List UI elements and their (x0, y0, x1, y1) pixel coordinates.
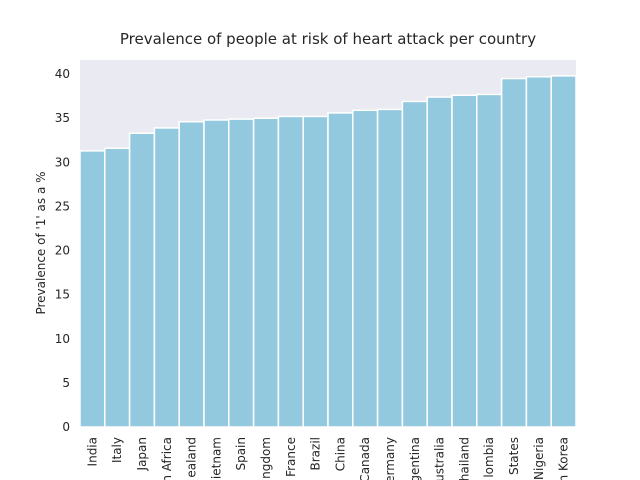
x-tick-label: China (333, 437, 347, 471)
bar (376, 108, 404, 428)
x-tick-label: ermany (383, 437, 397, 480)
x-tick-label: States (507, 437, 521, 475)
x-tick-label: ngdom (259, 437, 273, 479)
bar (476, 93, 503, 428)
bar (500, 77, 528, 428)
x-tick-label: India (85, 437, 99, 466)
y-tick-label: 40 (55, 67, 70, 81)
bar (451, 94, 478, 428)
chart-title: Prevalence of people at risk of heart at… (120, 30, 536, 48)
y-tick-label: 20 (55, 244, 70, 258)
bar (153, 127, 180, 428)
x-tick-label: Italy (110, 437, 124, 463)
bar (327, 112, 354, 428)
y-tick-label: 30 (55, 155, 70, 169)
bar (302, 115, 329, 428)
bar (277, 115, 304, 428)
bar (352, 109, 379, 428)
bar (252, 117, 280, 428)
bar (426, 96, 453, 428)
x-tick-label: h Africa (160, 437, 174, 480)
x-tick-label: lombia (482, 437, 496, 478)
x-tick-label: Spain (234, 437, 248, 471)
y-tick-label: 0 (62, 420, 70, 434)
bar (203, 119, 230, 428)
bar (79, 150, 106, 428)
y-tick-label: 10 (55, 332, 70, 346)
x-tick-label: Japan (135, 437, 149, 471)
x-tick-label: hailand (457, 437, 471, 480)
x-tick-label: Brazil (309, 437, 323, 471)
bar (401, 100, 428, 428)
x-tick-label: Canada (358, 437, 372, 480)
bar (104, 147, 131, 428)
bar (525, 76, 552, 428)
bar (550, 75, 577, 428)
y-tick-label: 15 (55, 288, 70, 302)
x-tick-label: gentina (408, 437, 422, 480)
bar (228, 118, 255, 428)
bar (128, 132, 156, 428)
x-tick-label: ustralia (433, 437, 447, 480)
x-tick-label: ietnam (209, 437, 223, 479)
y-tick-label: 25 (55, 199, 70, 213)
x-tick-label: France (284, 437, 298, 477)
y-axis-label: Prevalence of '1' as a % (34, 171, 48, 314)
x-tick-label: h Korea (557, 437, 571, 480)
bar (178, 121, 205, 428)
x-tick-label: Nigeria (532, 437, 546, 480)
x-tick-label: ealand (185, 437, 199, 478)
y-tick-label: 5 (62, 376, 70, 390)
y-tick-label: 35 (55, 111, 70, 125)
